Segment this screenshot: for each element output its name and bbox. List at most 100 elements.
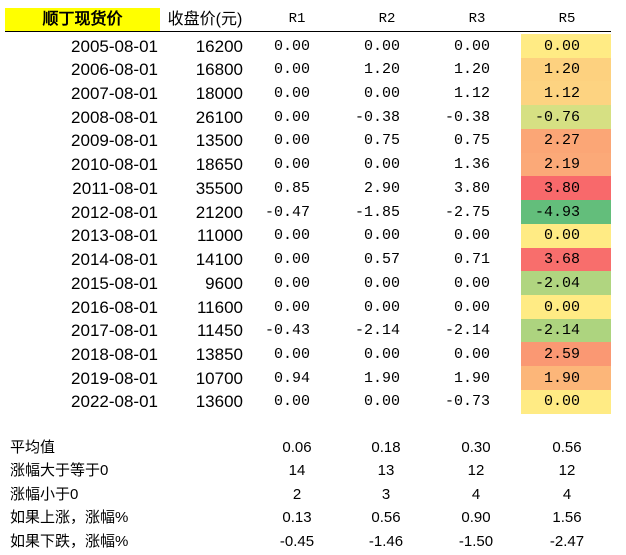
r-cell: 1.20	[453, 61, 490, 79]
date-cell: 2007-08-01	[71, 83, 158, 103]
column-header: R1	[288, 11, 306, 27]
column-header: R3	[468, 11, 486, 27]
r-cell: 0.00	[363, 345, 400, 363]
r-cell: -0.76	[534, 108, 580, 126]
r-cell: 0.00	[273, 227, 310, 245]
summary-value: -1.50	[458, 532, 494, 550]
r5-cell	[521, 223, 611, 248]
summary-label: 如果上涨，涨幅%	[10, 509, 129, 527]
r-cell: 0.00	[273, 251, 310, 269]
r5-cell	[521, 366, 611, 391]
r-cell: 0.00	[273, 37, 310, 55]
price-cell: 18650	[195, 155, 243, 175]
r5-cell	[521, 34, 611, 58]
r-cell: 0.00	[543, 227, 580, 245]
r-cell: -0.43	[264, 322, 310, 340]
r-cell: 0.75	[453, 132, 490, 150]
r-cell: 0.75	[363, 132, 400, 150]
r5-cell	[521, 389, 611, 414]
r-cell: -0.38	[444, 108, 490, 126]
r-cell: 1.90	[363, 369, 400, 387]
r-cell: 2.90	[363, 179, 400, 197]
r5-cell	[521, 200, 611, 225]
r-cell: 0.00	[273, 274, 310, 292]
summary-value: 0.06	[282, 438, 312, 456]
column-header: R5	[558, 11, 576, 27]
date-cell: 2014-08-01	[71, 250, 158, 270]
r-cell: 1.90	[453, 369, 490, 387]
price-cell: 18000	[195, 83, 243, 103]
r5-cell	[521, 295, 611, 320]
r-cell: 0.71	[453, 251, 490, 269]
r-cell: -0.47	[264, 203, 310, 221]
r-cell: 0.00	[273, 156, 310, 174]
column-header: R2	[378, 11, 396, 27]
price-cell: 16800	[195, 60, 243, 80]
summary-label: 涨幅大于等于0	[10, 462, 109, 480]
r-cell: 0.00	[363, 156, 400, 174]
r5-cell	[521, 128, 611, 153]
r-cell: 0.00	[543, 298, 580, 316]
summary-value: -1.46	[368, 532, 404, 550]
summary-value: 0.13	[282, 509, 312, 527]
column-header: 收盘价(元)	[167, 11, 243, 28]
price-cell: 11600	[196, 297, 243, 317]
summary-value: 0.56	[371, 509, 401, 527]
r-cell: 0.00	[273, 108, 310, 126]
date-cell: 2022-08-01	[71, 392, 158, 412]
r-cell: 2.59	[543, 345, 580, 363]
price-cell: 13850	[195, 344, 243, 364]
r-cell: 1.20	[363, 61, 400, 79]
r5-cell	[521, 176, 611, 201]
date-cell: 2009-08-01	[71, 131, 158, 151]
price-cell: 11000	[196, 226, 243, 246]
r-cell: 0.00	[363, 37, 400, 55]
r-cell: 2.19	[543, 156, 580, 174]
r-cell: 0.00	[453, 345, 490, 363]
r-cell: 1.20	[543, 61, 580, 79]
price-cell: 26100	[195, 107, 243, 127]
header-rule	[5, 31, 611, 32]
price-cell: 16200	[195, 36, 243, 56]
r-cell: -4.93	[534, 203, 580, 221]
price-cell: 21200	[195, 202, 243, 222]
summary-value: -2.47	[549, 532, 585, 550]
r5-cell	[521, 247, 611, 272]
summary-value: 0.18	[371, 438, 401, 456]
summary-value: 13	[377, 462, 395, 480]
date-cell: 2013-08-01	[71, 226, 158, 246]
summary-value: 2	[292, 485, 302, 503]
price-cell: 13600	[195, 392, 243, 412]
r-cell: -0.73	[444, 393, 490, 411]
r-cell: -2.75	[444, 203, 490, 221]
r-cell: 0.00	[543, 393, 580, 411]
r-cell: 0.57	[363, 251, 400, 269]
date-cell: 2006-08-01	[71, 60, 158, 80]
summary-value: 0.90	[461, 509, 491, 527]
price-cell: 9600	[205, 273, 243, 293]
r-cell: 3.80	[543, 179, 580, 197]
r-cell: 1.36	[453, 156, 490, 174]
r-cell: 0.00	[273, 132, 310, 150]
summary-value: 3	[381, 485, 391, 503]
r-cell: -0.38	[354, 108, 400, 126]
r-cell: 0.00	[273, 84, 310, 102]
r5-cell	[521, 318, 611, 343]
r-cell: 0.00	[273, 61, 310, 79]
r-cell: 0.00	[453, 274, 490, 292]
r-cell: 0.00	[543, 37, 580, 55]
r-cell: 1.12	[453, 84, 490, 102]
date-cell: 2015-08-01	[71, 273, 158, 293]
date-cell: 2019-08-01	[71, 368, 158, 388]
r-cell: 0.85	[273, 179, 310, 197]
summary-value: 12	[558, 462, 576, 480]
r-cell: -2.04	[534, 274, 580, 292]
price-cell: 35500	[195, 178, 243, 198]
summary-value: 4	[562, 485, 572, 503]
r-cell: 0.00	[363, 227, 400, 245]
price-cell: 14100	[195, 250, 243, 270]
title-cell: 顺丁现货价	[5, 8, 160, 31]
r5-cell	[521, 81, 611, 106]
r-cell: 0.00	[273, 393, 310, 411]
r-cell: 0.00	[363, 84, 400, 102]
